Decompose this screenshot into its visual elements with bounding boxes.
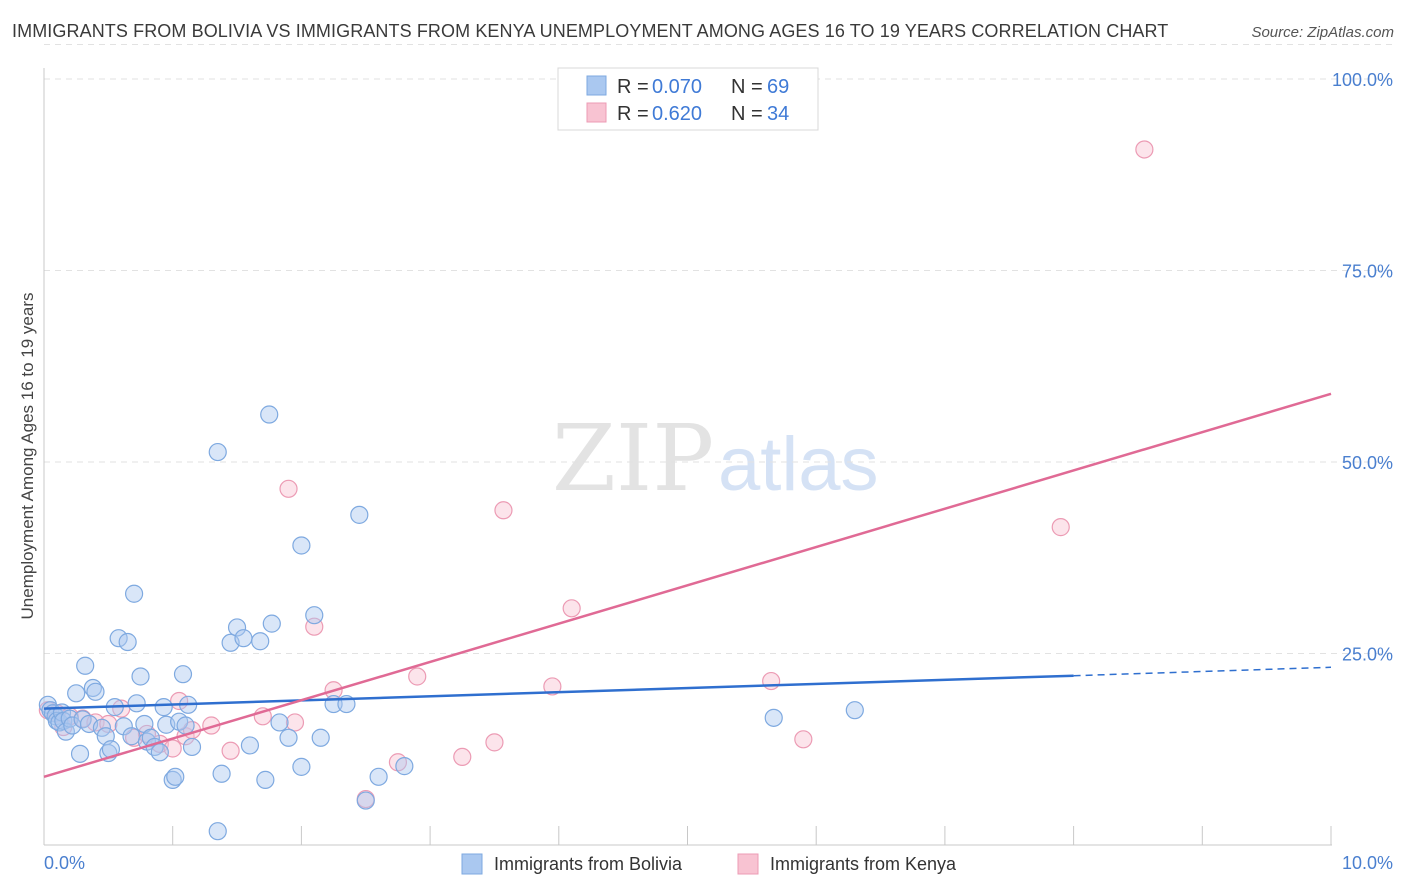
bolivia-point xyxy=(369,767,388,786)
kenya-point xyxy=(762,671,781,691)
y-tick-labels: 25.0% 50.0% 75.0% 100.0% xyxy=(1332,70,1393,665)
watermark-atlas: atlas xyxy=(718,422,879,507)
legend-r-value: 0.620 xyxy=(652,103,702,125)
bolivia-point xyxy=(122,727,141,746)
y-axis-label: Unemployment Among Ages 16 to 19 years xyxy=(18,292,37,620)
legend-n-label: N = xyxy=(731,76,768,98)
bolivia-point xyxy=(270,713,289,732)
legend-swatch-kenya xyxy=(586,102,607,123)
y-tick-label: 75.0% xyxy=(1342,262,1393,282)
kenya-point xyxy=(221,741,240,760)
bolivia-point xyxy=(173,665,193,684)
series-legend: Immigrants from Bolivia Immigrants from … xyxy=(461,853,957,875)
watermark-zip: ZIP xyxy=(552,405,714,512)
x-tick-label-max: 10.0% xyxy=(1342,853,1393,873)
kenya-point xyxy=(794,730,813,749)
bottom-legend-label-kenya: Immigrants from Kenya xyxy=(770,854,957,874)
bolivia-point xyxy=(208,442,227,462)
bolivia-point xyxy=(845,701,864,720)
bolivia-trend-line xyxy=(43,674,1074,710)
x-tick-label-min: 0.0% xyxy=(44,853,85,873)
bolivia-point xyxy=(251,632,270,651)
kenya-point xyxy=(485,733,504,752)
legend-swatch-bolivia xyxy=(586,75,607,96)
kenya-point xyxy=(279,479,298,498)
bolivia-point xyxy=(176,716,195,735)
x-ticks xyxy=(172,826,1332,845)
legend-row-bolivia: R = 0.070 N = 69 xyxy=(617,76,789,98)
bolivia-point xyxy=(154,698,173,717)
bolivia-point xyxy=(124,584,144,603)
bolivia-point xyxy=(131,667,150,686)
bottom-legend-swatch-kenya xyxy=(737,853,759,875)
bolivia-point xyxy=(292,536,311,555)
kenya-point xyxy=(408,667,427,686)
bolivia-point xyxy=(356,791,375,810)
kenya-point xyxy=(453,747,472,767)
bolivia-point xyxy=(256,770,275,789)
bolivia-point xyxy=(150,743,169,762)
legend-n-label: N = xyxy=(731,103,768,125)
bolivia-point xyxy=(279,728,298,747)
bolivia-point xyxy=(163,770,182,789)
bolivia-point xyxy=(395,757,414,776)
bolivia-point xyxy=(292,757,311,776)
legend-r-label: R = xyxy=(617,103,654,125)
bottom-legend-swatch-bolivia xyxy=(461,853,483,875)
bolivia-point xyxy=(234,629,253,648)
bolivia-trend-extension xyxy=(1073,666,1332,677)
bolivia-point xyxy=(350,505,369,524)
bolivia-point xyxy=(70,744,90,763)
bolivia-point xyxy=(182,737,202,757)
bolivia-point xyxy=(212,764,231,783)
gridlines xyxy=(44,44,1392,654)
y-tick-label: 100.0% xyxy=(1332,70,1393,90)
bolivia-point xyxy=(127,694,146,713)
bolivia-point xyxy=(260,405,279,424)
bolivia-point xyxy=(73,710,92,729)
bolivia-point xyxy=(764,708,783,727)
bolivia-point xyxy=(305,606,324,625)
bottom-legend-label-bolivia: Immigrants from Bolivia xyxy=(494,854,683,874)
kenya-point xyxy=(285,713,305,732)
legend-r-value: 0.070 xyxy=(652,76,702,98)
correlation-legend: R = 0.070 N = 69 R = 0.620 N = 34 xyxy=(557,67,819,131)
bolivia-point xyxy=(240,736,260,755)
legend-n-value: 34 xyxy=(767,103,789,125)
kenya-trend-line xyxy=(43,392,1332,779)
kenya-point xyxy=(494,501,513,520)
kenya-point xyxy=(543,677,562,696)
legend-row-kenya: R = 0.620 N = 34 xyxy=(617,103,789,125)
source-credit: Source: ZipAtlas.com xyxy=(1251,24,1394,41)
bolivia-point xyxy=(76,656,95,675)
chart-title: IMMIGRANTS FROM BOLIVIA VS IMMIGRANTS FR… xyxy=(12,21,1169,41)
bolivia-point xyxy=(86,682,105,701)
bolivia-point xyxy=(118,632,137,652)
bolivia-point xyxy=(92,718,112,737)
kenya-point xyxy=(1135,140,1154,159)
y-tick-label: 25.0% xyxy=(1342,645,1393,665)
trend-lines xyxy=(43,392,1332,779)
bolivia-point xyxy=(166,767,185,786)
y-tick-label: 50.0% xyxy=(1342,453,1393,473)
kenya-point xyxy=(1051,518,1070,537)
legend-r-label: R = xyxy=(617,76,654,98)
bolivia-point xyxy=(227,618,247,637)
bolivia-point xyxy=(311,728,330,747)
bolivia-point xyxy=(208,822,227,841)
kenya-point xyxy=(562,599,581,618)
bolivia-point xyxy=(109,629,128,648)
legend-n-value: 69 xyxy=(767,76,789,98)
bolivia-point xyxy=(262,614,281,633)
bolivia-point xyxy=(67,684,86,703)
bolivia-point xyxy=(114,717,133,736)
